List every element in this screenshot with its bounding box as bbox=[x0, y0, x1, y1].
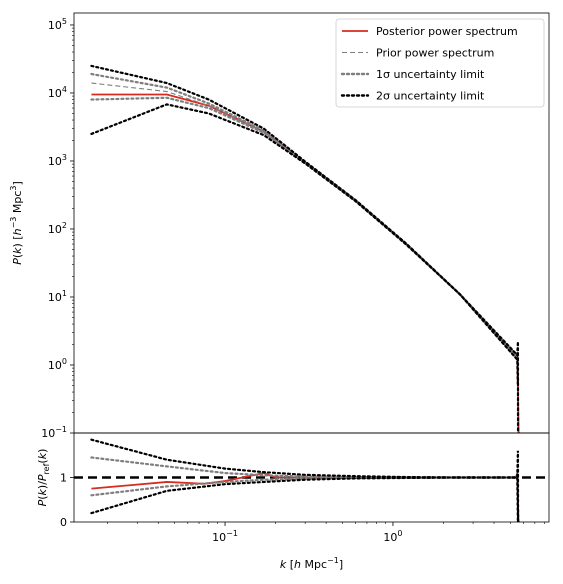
series-line-posterior-ratio bbox=[91, 472, 520, 522]
series-line-2-lower bbox=[90, 476, 520, 522]
y-tick-label: 100 bbox=[48, 357, 67, 372]
y-tick-label: 104 bbox=[48, 85, 67, 100]
series-line-1-lower bbox=[90, 96, 520, 364]
series-line-1-upper bbox=[90, 72, 520, 359]
series-line-2-lower bbox=[90, 103, 520, 387]
legend-label: 1σ uncertainty limit bbox=[376, 68, 485, 81]
top-panel: 10−1 100 101 102 103 104 105 P(k) [h−3 Mpc3] bbox=[9, 12, 550, 440]
y-tick-label: 103 bbox=[48, 153, 67, 168]
legend-label: Posterior power spectrum bbox=[376, 25, 518, 38]
bottom-panel: 0 1 10−1 100 k [h Mpc−1] P(k)/Pref(k) bbox=[36, 432, 550, 571]
series-line-2-upper bbox=[90, 438, 520, 522]
y-axis-label: P(k) [h−3 Mpc3] bbox=[9, 181, 24, 265]
ratio-y-axis-label: P(k)/Pref(k) bbox=[36, 449, 51, 507]
legend-label: Prior power spectrum bbox=[376, 47, 494, 60]
bottom-axes-frame bbox=[73, 432, 550, 523]
y-tick-label: 10−1 bbox=[41, 425, 67, 440]
series-line-prior-power-spectrum bbox=[91, 82, 518, 358]
series-line-posterior-power-spectrum bbox=[91, 93, 520, 433]
x-tick-label: 100 bbox=[383, 529, 402, 544]
series-line-2-upper bbox=[90, 64, 520, 433]
legend-box bbox=[335, 18, 545, 108]
x-axis-label: k [h Mpc−1] bbox=[280, 556, 343, 571]
x-tick-label: 10−1 bbox=[212, 529, 238, 544]
legend: Posterior power spectrum Prior power spec… bbox=[335, 18, 545, 108]
y-tick-label: 1 bbox=[60, 472, 67, 485]
legend-label: 2σ uncertainty limit bbox=[376, 90, 485, 103]
y-tick-label: 105 bbox=[48, 17, 67, 32]
y-tick-label: 0 bbox=[60, 516, 67, 529]
y-tick-label: 101 bbox=[48, 289, 67, 304]
y-tick-label: 102 bbox=[48, 221, 67, 236]
